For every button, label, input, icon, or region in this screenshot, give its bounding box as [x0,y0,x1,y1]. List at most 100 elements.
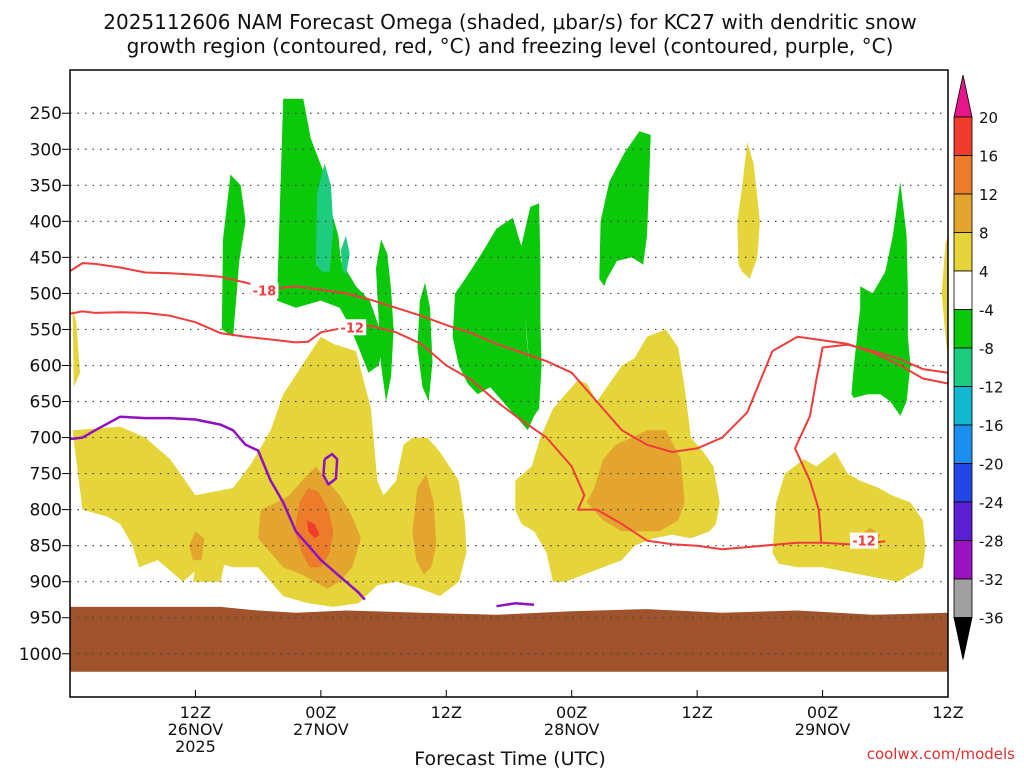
x-tick-time: 12Z [431,703,462,722]
y-tick-label: 450 [30,248,62,268]
x-tick-date: 29NOV [795,720,851,739]
y-tick-label: 700 [30,429,62,449]
freezing-contour-3 [70,415,366,601]
omega-region-19 [586,430,685,532]
colorbar-label: 12 [979,186,998,204]
colorbar-label: 16 [979,148,998,166]
y-tick-label: 500 [30,284,62,304]
colorbar-label: -12 [979,379,1004,397]
y-tick-label: 300 [30,140,62,160]
y-tick-label: 1000 [19,645,62,665]
x-tick-time: 12Z [932,703,963,722]
ground-layer [70,606,948,672]
contour-label-bg [338,319,367,336]
dgz-contour-0 [70,262,948,453]
colorbar-swatch [953,386,973,426]
y-tick-label: 800 [30,501,62,521]
omega-region-5 [520,203,542,416]
colorbar-swatch [953,501,973,541]
contour-label-bg [250,282,279,299]
colorbar-label: -8 [979,340,994,358]
colorbar-label: 20 [979,109,998,127]
omega-region-20 [189,531,205,561]
colorbar-swatch [953,309,973,349]
y-tick-label: 650 [30,393,62,413]
colorbar-label: -4 [979,302,994,320]
colorbar-label: -36 [979,610,1004,628]
colorbar-swatch [953,232,973,272]
contour-label: -12 [852,535,876,550]
plot-area: -18 -12 -12 [70,98,948,672]
omega-region-4 [452,217,535,431]
colorbar-label: -20 [979,456,1004,474]
x-tick-year: 2025 [175,737,216,756]
omega-region-14 [772,452,926,582]
omega-region-15 [737,142,760,279]
omega-region-10 [72,307,80,388]
colorbar-swatch [953,116,973,156]
colorbar-label: -16 [979,417,1004,435]
contour-label-bg [849,532,878,549]
omega-region-11 [72,336,467,607]
colorbar: 20 16 12 8 4 -4 -8 -12 -16 -20 -24 -28 -32 -36 [953,74,1004,660]
colorbar-bottom-arrow [953,617,973,660]
chart-title-line2: growth region (contoured, red, °C) and f… [127,34,894,58]
x-tick-time: 00Z [305,703,336,722]
chart-title-line1: 2025112606 NAM Forecast Omega (shaded, μ… [103,10,917,34]
x-tick-date: 28NOV [544,720,600,739]
x-tick-time: 12Z [180,703,211,722]
colorbar-swatch [953,540,973,580]
colorbar-label: 8 [979,225,989,243]
y-tick-label: 250 [30,104,62,124]
colorbar-swatch [953,424,973,464]
omega-region-8 [315,163,334,272]
colorbar-label: -28 [979,533,1004,551]
contour-label: -18 [253,285,277,300]
omega-region-18 [412,473,437,575]
omega-region-16 [941,235,948,359]
x-axis-label: Forecast Time (UTC) [414,748,605,768]
y-tick-label: 400 [30,212,62,232]
x-tick-time: 00Z [556,703,587,722]
y-tick-label: 350 [30,176,62,196]
contour-label: -12 [340,321,364,336]
freezing-contour-5 [496,602,535,608]
freezing-contour-4 [322,452,339,486]
colorbar-swatch [953,347,973,387]
contour-layer [70,262,948,608]
x-tick-date: 27NOV [293,720,349,739]
omega-region-3 [417,282,433,402]
colorbar-swatch [953,270,973,310]
colorbar-swatch [953,155,973,195]
credit-text[interactable]: coolwx.com/models [867,745,1015,763]
y-tick-label: 600 [30,356,62,376]
colorbar-swatch [953,578,973,618]
y-tick-label: 950 [30,609,62,629]
y-tick-label: 550 [30,320,62,340]
colorbar-swatch [953,463,973,503]
colorbar-swatch [953,193,973,233]
plot-frame [69,69,949,698]
x-tick-date: 26NOV [168,720,224,739]
contour-label-layer: -18 -12 -12 [250,282,878,550]
omega-region-9 [340,235,350,276]
omega-region-6 [599,131,651,287]
dgz-contour-2 [794,343,948,543]
colorbar-label: -24 [979,494,1004,512]
dgz-contour-1 [70,310,886,551]
omega-region-0 [221,174,246,337]
ground-surface [70,606,948,672]
omega-region-7 [851,181,911,416]
omega-region-2 [376,239,394,402]
y-tick-label: 750 [30,465,62,485]
x-tick-time: 00Z [807,703,838,722]
y-tick-label: 850 [30,537,62,557]
omega-region-23 [307,520,320,539]
y-axis: 250 300 350 400 450 500 550 600 650 700 750 800 850 9… [19,104,70,665]
x-tick-time: 12Z [681,703,712,722]
colorbar-label: 4 [979,263,989,281]
y-tick-label: 900 [30,573,62,593]
colorbar-label: -32 [979,571,1004,589]
